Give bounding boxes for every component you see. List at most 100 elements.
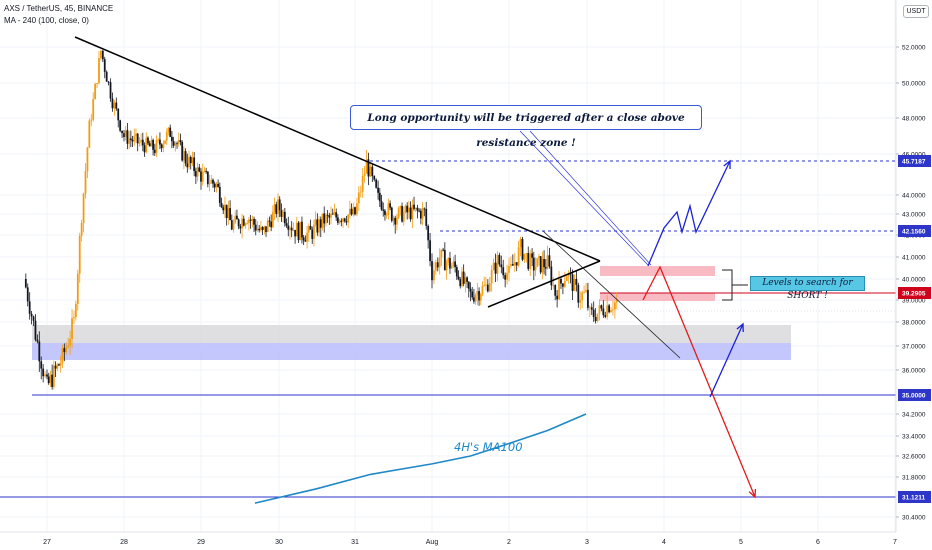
candle [318,216,320,237]
candle-body [111,98,114,109]
candle-body [431,261,433,281]
candle-body [563,280,566,287]
support-zone-blue [32,343,791,360]
candle-body [548,255,551,267]
candle-body [150,139,153,147]
candle-body [285,223,288,226]
candle [384,209,386,221]
candle [496,251,499,282]
candle [319,216,322,238]
candle-body [181,141,184,161]
candle [159,132,161,150]
candle [581,290,584,308]
candle-body [172,141,175,146]
candle-body [421,208,424,219]
time-tick-label: 27 [43,539,51,546]
candle-body [212,179,214,184]
candle [326,210,329,223]
currency-button[interactable]: USDT [903,5,929,18]
candle [92,92,95,122]
candle [105,70,108,82]
candle [42,364,45,383]
candle-body [588,307,591,309]
candle-body [544,267,547,269]
price-label-bg [898,389,931,401]
candle-body [206,171,209,185]
candle-body [40,361,43,369]
candle [539,256,542,275]
candle [363,165,366,183]
candle [191,151,194,167]
candle [38,331,41,372]
candle [380,194,383,211]
candle [508,257,510,282]
candle-body [135,133,137,137]
price-tick-label: 34.2000 [902,412,926,419]
candle-body [357,192,360,204]
candle-body [486,284,489,292]
candle-body [248,219,250,224]
candle [289,225,291,240]
candle [113,99,116,116]
candle-body [65,347,68,353]
candle [560,277,562,289]
candle-body [333,212,336,215]
candle [73,310,75,324]
candle-body [467,281,470,289]
candle-body [494,262,497,274]
candle [321,213,324,231]
candle [143,142,146,157]
candle-body [385,214,388,216]
price-tick-label: 44.0000 [902,193,926,200]
candle-body [94,83,97,100]
candle-body [335,212,338,218]
candle [136,133,139,152]
candle [52,360,55,390]
price-tick-label: 43.0000 [902,212,926,219]
candle-body [141,139,144,146]
candle [76,269,79,311]
candle-body [577,284,580,303]
candle-body [419,210,422,219]
candle-body [615,300,618,303]
candle [227,200,230,225]
short-bracket [722,269,748,301]
time-tick-label: Aug [426,539,439,546]
candle [34,314,37,342]
candle-body [283,211,286,224]
candle [588,305,591,318]
candle [268,216,271,227]
candle [246,220,249,225]
candle-body [449,258,451,269]
candle [24,273,27,289]
candle [474,293,477,305]
candle-body [319,219,322,228]
symbol-title: AXS / TetherUS, 45, BINANCE [4,4,114,13]
candle-body [414,207,417,210]
candle-body [230,220,233,230]
candle [604,311,607,319]
candle-body [350,208,353,215]
candle-body [103,59,106,72]
candle [306,225,308,249]
resistance-zone-lower [600,293,715,301]
candle-body [254,224,257,231]
chart-grid [0,0,896,532]
candle [124,125,127,141]
candle [186,153,189,173]
price-tick-label: 39.0000 [902,298,926,305]
candle-body [377,187,379,193]
candle-body [531,253,533,258]
candle-body [59,363,62,366]
candle-body [476,291,479,296]
candle [418,208,421,213]
candle-body [71,318,73,339]
candle [213,181,216,193]
candle [311,226,314,244]
candle-body [287,225,290,230]
candle-body [88,120,91,148]
candle [406,202,409,220]
candle-body [585,289,587,292]
candle-body [406,205,409,213]
